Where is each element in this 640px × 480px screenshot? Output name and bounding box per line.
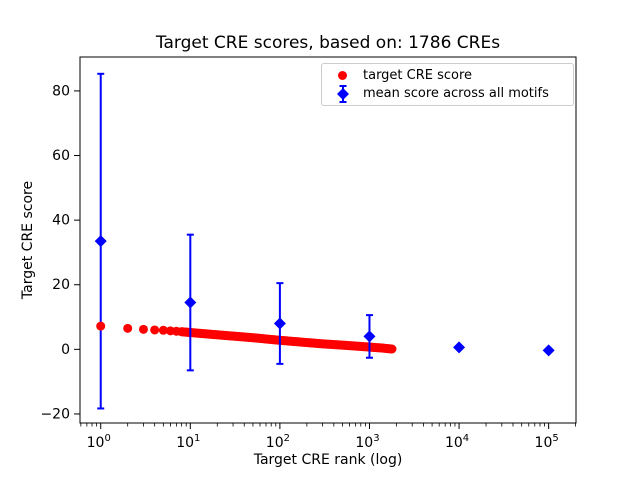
svg-text:20: 20 [52,277,70,293]
svg-text:60: 60 [52,148,70,164]
chart-title: Target CRE scores, based on: 1786 CREs [155,33,501,53]
svg-text:0: 0 [61,342,70,358]
svg-text:104: 104 [445,433,469,451]
svg-text:102: 102 [266,433,290,451]
svg-text:40: 40 [52,213,70,229]
legend-entry-mean-score: mean score across all motifs [322,84,573,103]
svg-text:80: 80 [52,83,70,99]
svg-text:103: 103 [355,433,379,451]
legend-label-target-cre-score: target CRE score [363,67,473,83]
blue-diamond-errorbar-marker-icon [322,84,363,104]
svg-text:100: 100 [87,433,111,451]
y-axis-label: Target CRE score [20,180,36,300]
svg-text:−20: −20 [40,406,70,422]
x-axis-label: Target CRE rank (log) [253,452,403,468]
legend-label-mean-score: mean score across all motifs [363,86,549,101]
svg-text:101: 101 [176,433,200,451]
legend-entry-target-cre-score: target CRE score [322,66,573,84]
svg-text:105: 105 [535,433,559,451]
legend: target CRE score mean score across all m… [321,63,574,106]
red-dot-marker-icon [322,70,363,80]
